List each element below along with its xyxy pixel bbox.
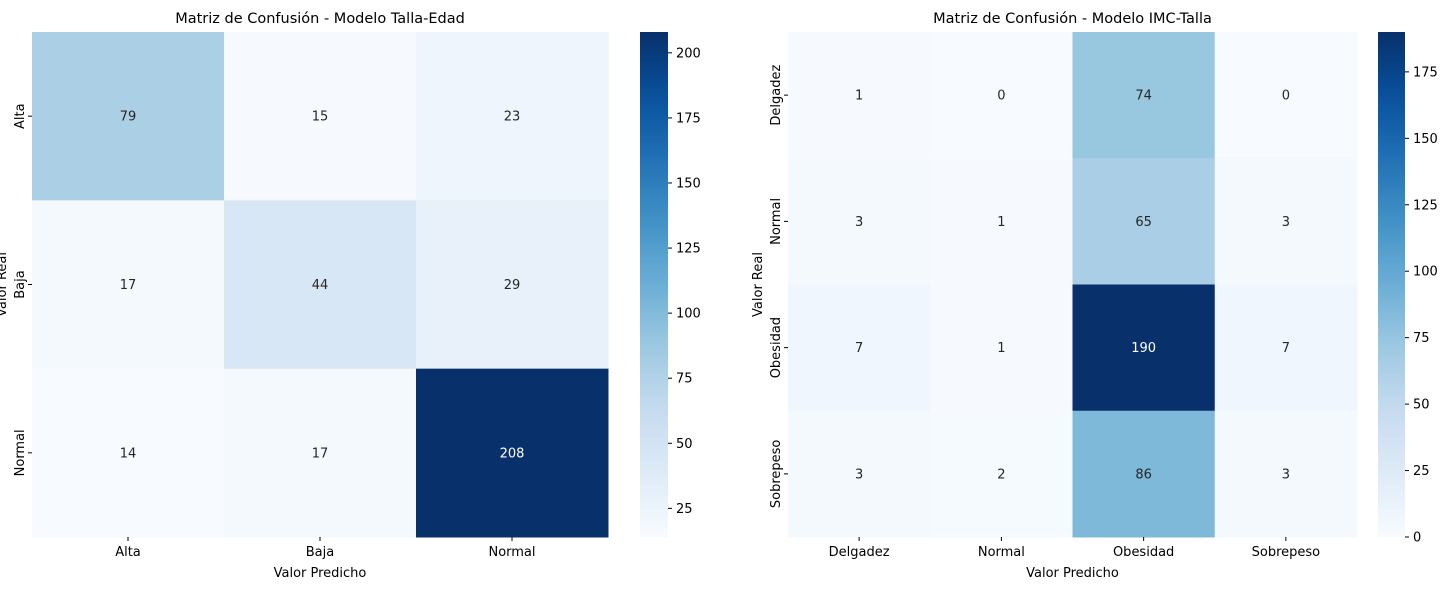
heatmap-2-value-3-0: 3 — [855, 467, 863, 482]
heatmap-1-cell-2-2 — [416, 368, 609, 538]
heatmap-1-value-0-1: 15 — [312, 110, 329, 125]
x-tick-label-2-1: Normal — [978, 545, 1025, 560]
heatmap-1: Matriz de Confusión - Modelo Talla-Edad 7… — [0, 11, 701, 581]
heatmap-1-cell-2-1 — [224, 368, 417, 538]
x-tick-label-2-2: Obesidad — [1113, 545, 1174, 560]
heatmap-1-cell-1-2 — [416, 200, 609, 370]
colorbar-1-tick-label-7: 200 — [676, 46, 701, 61]
heatmap-1-cell-2-0 — [32, 368, 225, 538]
heatmap-1-value-1-2: 29 — [504, 278, 521, 293]
colorbar-2-tick-label-3: 75 — [1413, 331, 1430, 346]
y-tick-label-1-2: Normal — [13, 429, 28, 476]
heatmap-2-value-0-1: 0 — [997, 89, 1005, 104]
heatmap-2-value-2-0: 7 — [855, 341, 863, 356]
heatmap-1-cell-0-0 — [32, 32, 225, 201]
y-tick-label-2-2: Obesidad — [769, 317, 784, 378]
heatmap-2-cell-3-3 — [1214, 410, 1358, 538]
heatmap-2-value-3-3: 3 — [1282, 467, 1290, 482]
colorbar-1-tick-label-3: 100 — [676, 307, 701, 322]
heatmap-2-cell-2-2 — [1072, 284, 1216, 412]
heatmap-2-cell-3-0 — [788, 410, 931, 538]
heatmap-2-cell-1-1 — [930, 158, 1073, 285]
heatmap-2-value-0-3: 0 — [1282, 89, 1290, 104]
y-tick-label-2-0: Delgadez — [769, 64, 784, 125]
heatmap-2-value-0-0: 1 — [855, 89, 863, 104]
heatmap-2-cell-0-0 — [788, 32, 931, 159]
chart-1-xlabel: Valor Predicho — [274, 566, 367, 581]
heatmap-2-value-1-3: 3 — [1282, 215, 1290, 230]
heatmap-1-cell-0-1 — [224, 32, 417, 201]
heatmap-2-cell-3-1 — [930, 410, 1073, 538]
heatmap-2-cell-2-1 — [930, 284, 1073, 412]
colorbar-2-tick-label-5: 125 — [1413, 198, 1438, 213]
x-tick-label-1-0: Alta — [115, 545, 141, 560]
chart-2-title: Matriz de Confusión - Modelo IMC-Talla — [933, 11, 1212, 27]
x-tick-label-1-2: Normal — [488, 545, 535, 560]
x-tick-label-1-1: Baja — [306, 545, 334, 560]
heatmap-2-cell-0-3 — [1214, 32, 1358, 159]
heatmap-2-value-1-2: 65 — [1135, 215, 1152, 230]
heatmap-1-cell-1-0 — [32, 200, 225, 370]
heatmap-2-value-2-3: 7 — [1282, 341, 1290, 356]
y-tick-label-2-3: Sobrepeso — [769, 440, 784, 509]
chart-2-xlabel: Valor Predicho — [1026, 566, 1119, 581]
heatmap-2-cell-1-2 — [1072, 158, 1216, 285]
heatmap-1-value-1-0: 17 — [120, 278, 137, 293]
colorbar-2-tick-label-7: 175 — [1413, 65, 1438, 80]
heatmap-2-value-1-1: 1 — [997, 215, 1005, 230]
heatmap-2-cell-1-0 — [788, 158, 931, 285]
colorbar-2-tick-label-0: 0 — [1413, 531, 1421, 546]
colorbar-1-tick-label-4: 125 — [676, 242, 701, 257]
colorbar-1-tick-label-5: 150 — [676, 176, 701, 191]
heatmap-1-value-1-1: 44 — [312, 278, 329, 293]
colorbar-2 — [1378, 32, 1405, 537]
heatmap-2-value-3-1: 2 — [997, 467, 1005, 482]
y-tick-label-2-1: Normal — [769, 198, 784, 245]
heatmap-1-cell-1-1 — [224, 200, 417, 370]
heatmap-1-value-0-2: 23 — [504, 110, 521, 125]
x-tick-label-2-3: Sobrepeso — [1252, 545, 1321, 560]
heatmap-2-value-2-1: 1 — [997, 341, 1005, 356]
colorbar-2-tick-label-1: 25 — [1413, 464, 1430, 479]
heatmap-1-value-2-0: 14 — [120, 446, 137, 461]
heatmap-1-value-2-2: 208 — [500, 446, 525, 461]
colorbar-1 — [640, 32, 668, 537]
heatmap-1-value-0-0: 79 — [120, 110, 137, 125]
heatmap-2-cell-2-0 — [788, 284, 931, 412]
heatmap-2-value-1-0: 3 — [855, 215, 863, 230]
heatmap-2-cell-1-3 — [1214, 158, 1358, 285]
heatmap-2-cell-0-1 — [930, 32, 1073, 159]
heatmap-2-value-3-2: 86 — [1135, 467, 1152, 482]
chart-1-title: Matriz de Confusión - Modelo Talla-Edad — [175, 11, 465, 27]
heatmap-1-value-2-1: 17 — [312, 446, 329, 461]
colorbar-1-tick-label-6: 175 — [676, 111, 701, 126]
y-tick-label-1-1: Baja — [13, 270, 28, 298]
heatmap-2-value-0-2: 74 — [1135, 89, 1152, 104]
heatmap-2-cell-0-2 — [1072, 32, 1216, 159]
x-tick-label-2-0: Delgadez — [829, 545, 890, 560]
colorbar-1-tick-label-2: 75 — [676, 372, 693, 387]
colorbar-1-tick-label-1: 50 — [676, 437, 693, 452]
colorbar-2-tick-label-6: 150 — [1413, 132, 1438, 147]
y-tick-label-1-0: Alta — [13, 103, 28, 129]
colorbar-2-tick-label-2: 50 — [1413, 398, 1430, 413]
colorbar-1-tick-label-0: 25 — [676, 502, 693, 517]
colorbar-2-tick-label-4: 100 — [1413, 265, 1438, 280]
chart-2-ylabel: Valor Real — [751, 252, 766, 317]
heatmap-2-cell-2-3 — [1214, 284, 1358, 412]
heatmap-1-cell-0-2 — [416, 32, 609, 201]
heatmap-2-value-2-2: 190 — [1131, 341, 1156, 356]
chart-1-ylabel: Valor Real — [0, 252, 10, 317]
heatmap-2-cell-3-2 — [1072, 410, 1216, 538]
